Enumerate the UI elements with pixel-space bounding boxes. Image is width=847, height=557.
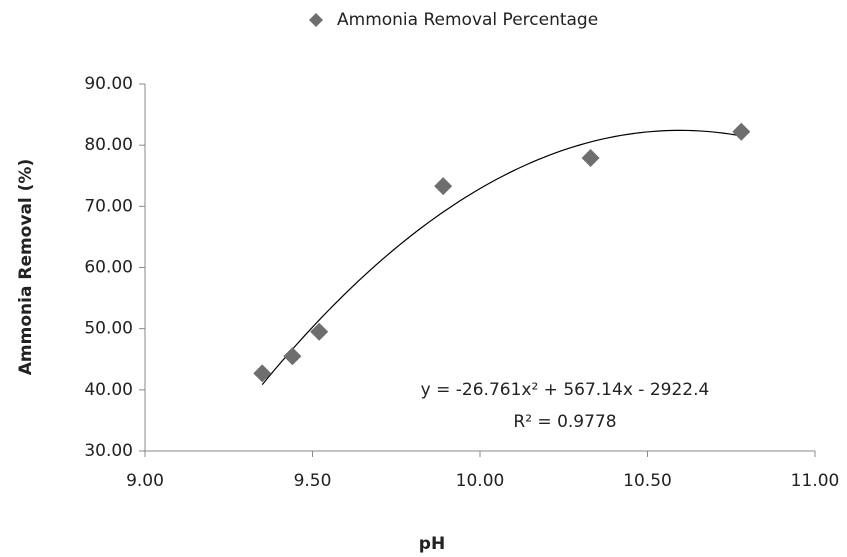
y-tick-label: 80.00 [84, 135, 133, 155]
trendline [261, 129, 742, 386]
legend-label: Ammonia Removal Percentage [337, 10, 598, 30]
y-tick-label: 30.00 [84, 441, 133, 461]
y-tick-label: 70.00 [84, 196, 133, 216]
x-tick-label: 10.00 [456, 471, 505, 491]
x-tick-label: 11.00 [791, 471, 840, 491]
x-tick-label: 9.50 [294, 471, 332, 491]
y-tick-label: 50.00 [84, 319, 133, 339]
x-axis-title: pH [419, 534, 445, 554]
point [434, 177, 453, 196]
y-axis-title: Ammonia Removal (%) [16, 159, 36, 375]
point [283, 347, 302, 366]
x-tick-label: 10.50 [623, 471, 672, 491]
y-tick-label: 40.00 [84, 380, 133, 400]
point [581, 149, 600, 168]
y-tick-label: 90.00 [84, 74, 133, 94]
point [310, 322, 329, 341]
x-tick-label: 9.00 [126, 471, 164, 491]
trendline-equation: y = -26.761x² + 567.14x - 2922.4 [421, 380, 710, 400]
point [253, 364, 272, 383]
trendline-r-squared: R² = 0.9778 [513, 412, 616, 432]
y-tick-label: 60.00 [84, 258, 133, 278]
legend-marker [309, 13, 323, 27]
point [732, 122, 751, 141]
